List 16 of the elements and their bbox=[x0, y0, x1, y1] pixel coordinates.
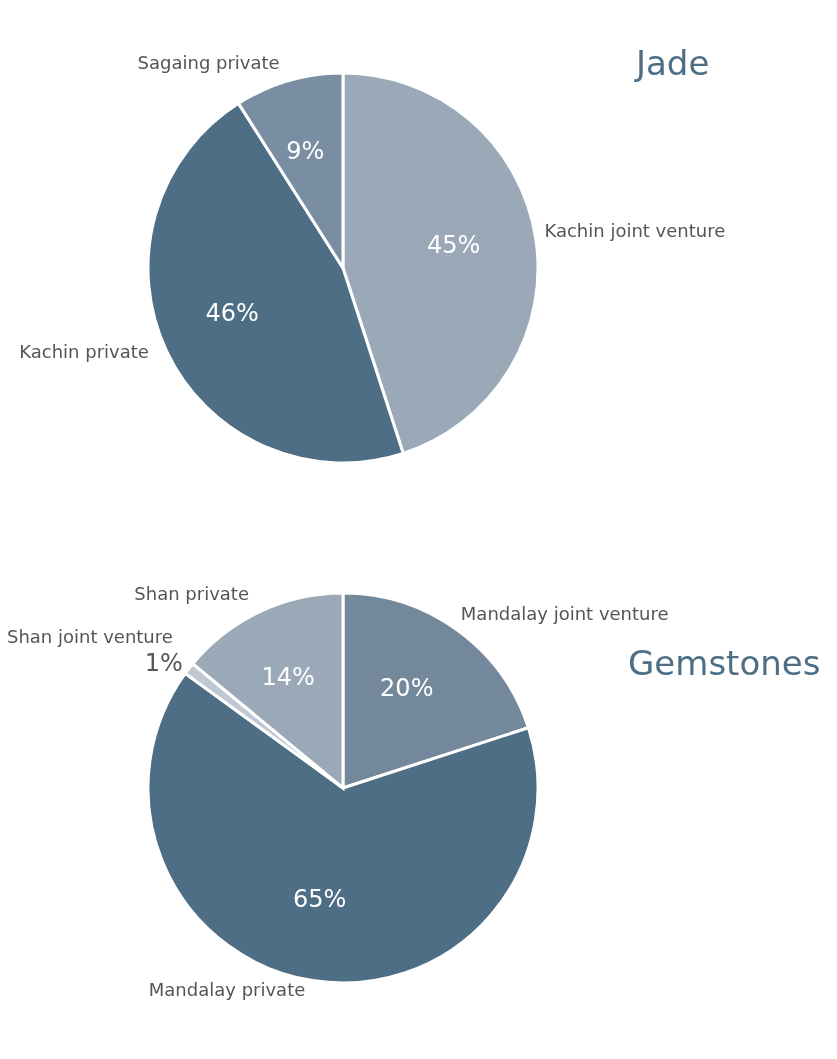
data-label: 20% bbox=[380, 674, 434, 703]
data-label: 45% bbox=[426, 230, 481, 259]
slice-label: Kachin joint venture bbox=[544, 219, 726, 241]
data-label: 46% bbox=[205, 298, 259, 327]
slice-label: Sagaing private bbox=[137, 51, 280, 73]
data-label: 9% bbox=[286, 136, 325, 165]
slice-label: Kachin private bbox=[19, 341, 149, 363]
slice-label: Shan joint venture bbox=[6, 626, 173, 648]
slice-label: Mandalay private bbox=[148, 978, 306, 1000]
text: Gemstones bbox=[628, 643, 821, 683]
chart-title: Jade bbox=[636, 43, 710, 83]
data-label: 1% bbox=[144, 648, 183, 677]
slice-label: Mandalay joint venture bbox=[460, 603, 669, 625]
data-label: 65% bbox=[293, 884, 347, 913]
slice-label: Shan private bbox=[134, 583, 250, 605]
data-label: 14% bbox=[261, 663, 315, 692]
